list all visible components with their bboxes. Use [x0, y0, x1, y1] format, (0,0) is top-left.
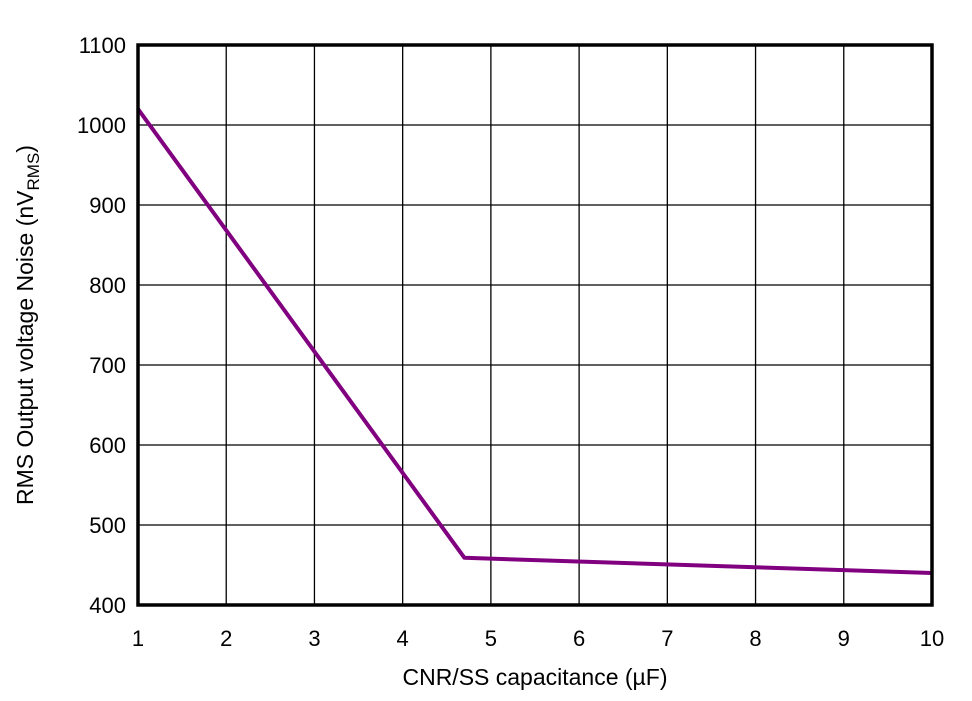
- x-tick-label: 2: [220, 626, 232, 651]
- y-tick-label: 1000: [77, 113, 126, 138]
- y-tick-label: 400: [89, 593, 126, 618]
- x-tick-label: 10: [920, 626, 944, 651]
- y-tick-label: 600: [89, 433, 126, 458]
- y-tick-label: 500: [89, 513, 126, 538]
- x-tick-label: 4: [397, 626, 409, 651]
- y-axis-label: RMS Output voltage Noise (nVRMS): [12, 145, 43, 505]
- series-line: [136, 107, 933, 575]
- x-tick-label: 9: [838, 626, 850, 651]
- x-tick-label: 6: [573, 626, 585, 651]
- plot-frame: [136, 43, 934, 607]
- x-axis-ticks: 1 2 3 4 5 6 7 8 9 10: [132, 626, 944, 651]
- y-tick-label: 900: [89, 193, 126, 218]
- data-series: [136, 107, 933, 575]
- x-axis-label: CNR/SS capacitance (µF): [402, 664, 667, 690]
- y-axis-ticks: 400 500 600 700 800 900 1000 1100: [77, 33, 126, 618]
- x-tick-label: 7: [661, 626, 673, 651]
- y-axis-label-subscript: RMS: [24, 153, 43, 191]
- y-axis-label-close: ): [12, 145, 38, 153]
- y-tick-label: 1100: [79, 33, 126, 58]
- x-tick-label: 1: [132, 626, 144, 651]
- grid-lines: [137, 44, 933, 606]
- y-tick-label: 700: [89, 353, 126, 378]
- y-axis-label-main: RMS Output voltage Noise (nV: [12, 190, 38, 505]
- y-tick-label: 800: [89, 273, 126, 298]
- x-tick-label: 8: [749, 626, 761, 651]
- x-tick-label: 5: [485, 626, 497, 651]
- x-tick-label: 3: [308, 626, 320, 651]
